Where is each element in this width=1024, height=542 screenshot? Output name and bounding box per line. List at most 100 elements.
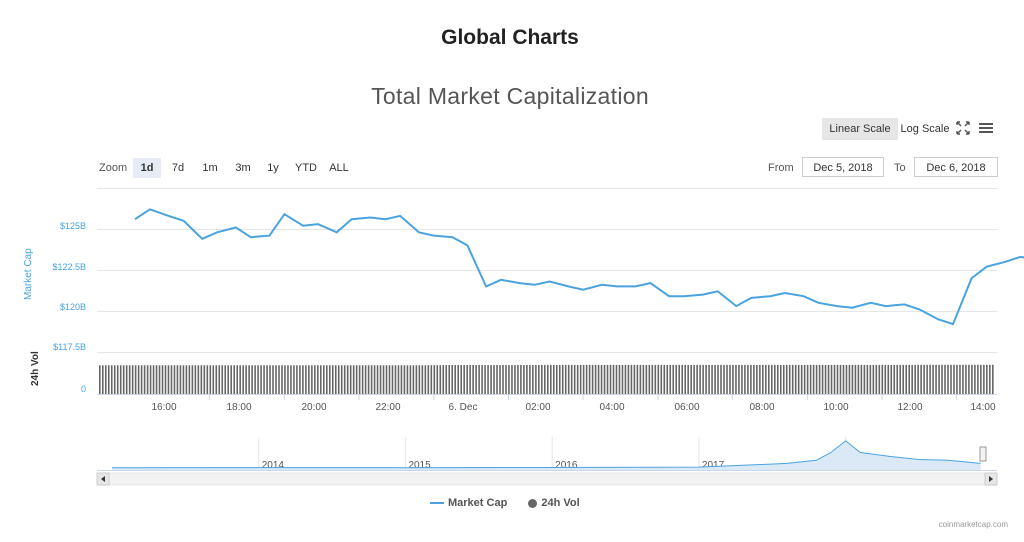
fullscreen-icon[interactable] (955, 120, 971, 136)
volume-bar (158, 365, 161, 394)
volume-bar (185, 365, 188, 394)
volume-bar (325, 365, 328, 394)
volume-bar (833, 364, 836, 394)
log-scale-button[interactable]: Log Scale (900, 123, 950, 135)
zoom-3m-button[interactable]: 3m (235, 162, 251, 174)
zoom-all-button[interactable]: ALL (329, 162, 349, 174)
volume-bar (666, 364, 669, 394)
volume-bar (484, 365, 486, 394)
volume-bar (779, 364, 782, 394)
volume-bar (107, 365, 110, 394)
legend-item-market-cap[interactable]: Market Cap (430, 497, 507, 509)
volume-bar (717, 364, 719, 394)
legend-item-24h-vol[interactable]: 24h Vol (528, 497, 580, 509)
volume-bar (427, 365, 430, 394)
volume-bar (293, 365, 295, 394)
zoom-1d-button[interactable]: 1d (133, 158, 161, 178)
scroll-left-icon (101, 476, 105, 482)
volume-bar (331, 365, 334, 394)
volume-bar (113, 365, 116, 394)
volume-bar (678, 364, 681, 394)
zoom-1m-button[interactable]: 1m (202, 162, 218, 174)
volume-bar (260, 365, 262, 394)
y-tick-label: $125B (59, 221, 86, 231)
volume-bar (388, 365, 391, 394)
to-date-input[interactable]: Dec 6, 2018 (914, 157, 998, 177)
zoom-ytd-button[interactable]: YTD (295, 162, 317, 174)
volume-bar (851, 364, 854, 394)
credits-link[interactable]: coinmarketcap.com (938, 520, 1008, 529)
volume-bar (564, 364, 567, 394)
volume-bar (140, 365, 143, 394)
volume-bar (188, 365, 191, 394)
volume-bar (899, 364, 902, 394)
volume-bar (594, 364, 597, 394)
volume-bar (576, 364, 579, 394)
volume-bar (917, 364, 919, 394)
volume-bar (941, 364, 943, 394)
volume-bar (932, 364, 934, 394)
volume-zero-label: 0 (80, 384, 86, 394)
zoom-7d-button[interactable]: 7d (171, 162, 185, 174)
x-tick-label: 16:00 (151, 402, 177, 413)
volume-bar (914, 364, 916, 394)
volume-bar (230, 365, 233, 394)
legend-dot-icon (528, 498, 538, 508)
volume-bar (773, 364, 776, 394)
linear-scale-button[interactable]: Linear Scale (822, 118, 898, 140)
volume-bar (959, 364, 961, 394)
volume-bar (278, 365, 280, 394)
volume-bar (526, 365, 528, 394)
volume-bar (630, 364, 633, 394)
volume-bar (765, 364, 767, 394)
volume-bar (684, 364, 686, 394)
volume-bar (400, 365, 403, 394)
volume-bar (896, 364, 899, 394)
volume-bar (499, 365, 501, 394)
volume-bar (756, 364, 758, 394)
volume-bar (487, 365, 489, 394)
volume-bar (305, 365, 307, 394)
volume-bar (750, 364, 752, 394)
volume-bar (762, 364, 764, 394)
volume-bar (284, 365, 286, 394)
volume-bar (391, 365, 394, 394)
volume-bar (866, 364, 869, 394)
volume-bar (299, 365, 301, 394)
volume-bar (206, 365, 209, 394)
volume-bar (573, 364, 576, 394)
volume-bar (615, 364, 618, 394)
menu-icon[interactable] (978, 120, 994, 136)
volume-bar (693, 364, 695, 394)
volume-bar (986, 364, 988, 394)
volume-bar (308, 365, 310, 394)
volume-bar (848, 364, 851, 394)
volume-bar (603, 364, 606, 394)
legend-label-24h-vol: 24h Vol (541, 497, 580, 509)
volume-bar (218, 365, 221, 394)
volume-bar (920, 364, 922, 394)
volume-bar (134, 365, 137, 394)
volume-bar (971, 364, 973, 394)
x-tick-label: 06:00 (674, 402, 700, 413)
volume-bar (800, 364, 803, 394)
volume-bar (585, 364, 588, 394)
market-cap-line (134, 208, 1024, 326)
volume-bar (454, 365, 457, 394)
volume-bar (926, 364, 928, 394)
volume-bar (612, 364, 615, 394)
volume-bar (803, 364, 806, 394)
volume-bar (523, 365, 525, 394)
volume-bar (690, 364, 692, 394)
from-date-input[interactable]: Dec 5, 2018 (802, 157, 884, 177)
volume-bar (466, 365, 468, 394)
volume-bar (352, 365, 355, 394)
volume-bar (785, 364, 788, 394)
volume-bar (245, 365, 247, 394)
volume-bar (962, 364, 964, 394)
zoom-1y-button[interactable]: 1y (267, 162, 279, 174)
volume-bar (908, 364, 910, 394)
chart-legend: Market Cap 24h Vol (430, 497, 580, 509)
volume-bar (451, 365, 454, 394)
volume-bar (490, 365, 492, 394)
